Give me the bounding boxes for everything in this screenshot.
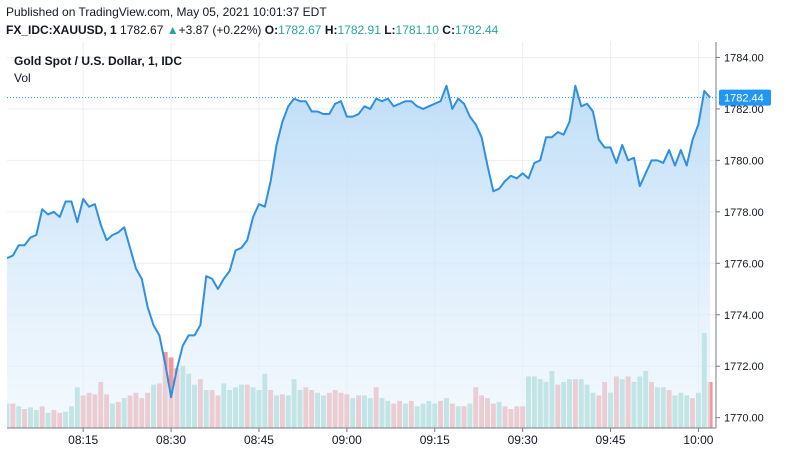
published-line: Published on TradingView.com, May 05, 20… (6, 5, 327, 19)
high-value: 1782.91 (337, 23, 381, 37)
x-tick-label: 09:15 (420, 433, 450, 447)
last-price-badge (719, 89, 771, 106)
y-tick-label: 1776.00 (724, 258, 764, 270)
y-tick-label: 1772.00 (724, 361, 764, 373)
y-tick-label: 1778.00 (724, 207, 764, 219)
published-text: Published on TradingView.com, May 05, 20… (6, 5, 327, 19)
y-tick-label: 1774.00 (724, 310, 764, 322)
price-line-group (7, 84, 711, 399)
x-tick-label: 10:00 (683, 433, 713, 447)
close-label: C: (442, 23, 455, 37)
x-tick-label: 08:30 (156, 433, 186, 447)
change-value: +3.87 (+0.22%) (178, 23, 262, 37)
y-tick-label: 1780.00 (724, 155, 764, 167)
high-label: H: (324, 23, 338, 37)
open-value: 1782.67 (278, 23, 322, 37)
last-price-marker: 1782.44 (7, 89, 771, 106)
x-axis-ticks: 08:15 08:30 08:45 09:00 09:15 09:30 09:45 10:00 (68, 428, 714, 447)
low-value: 1781.10 (395, 23, 439, 37)
quote-line: FX_IDC:XAUUSD, 1 1782.67 ▲+3.87 (+0.22%)… (6, 23, 498, 37)
axes (7, 42, 717, 429)
y-tick-label: 1784.00 (724, 52, 764, 64)
y-tick-label: 1782.00 (724, 104, 764, 116)
last-price: 1782.67 (120, 23, 164, 37)
price-area (7, 85, 711, 428)
open-label: O: (264, 23, 279, 37)
price-line (7, 84, 711, 399)
change-arrow-icon: ▲ (166, 23, 179, 37)
y-tick-label: 1770.00 (724, 413, 764, 425)
x-tick-label: 08:45 (244, 433, 274, 447)
chart-title: Gold Spot / U.S. Dollar, 1, IDC (14, 54, 183, 68)
y-axis-ticks: 1770.00 1772.00 1774.00 1776.00 1778.00 1780.… (716, 52, 764, 425)
low-label: L: (384, 23, 396, 37)
symbol-label: FX_IDC:XAUUSD, 1 (6, 23, 117, 37)
x-tick-label: 09:00 (332, 433, 362, 447)
x-tick-label: 09:45 (596, 433, 626, 447)
price-area-fill (7, 85, 711, 428)
close-value: 1782.44 (454, 23, 499, 37)
last-price-label: 1782.44 (724, 93, 764, 105)
volume-bar (707, 381, 713, 428)
volume-legend: Vol (14, 71, 31, 85)
x-tick-label: 08:15 (68, 433, 98, 447)
x-tick-label: 09:30 (508, 433, 538, 447)
